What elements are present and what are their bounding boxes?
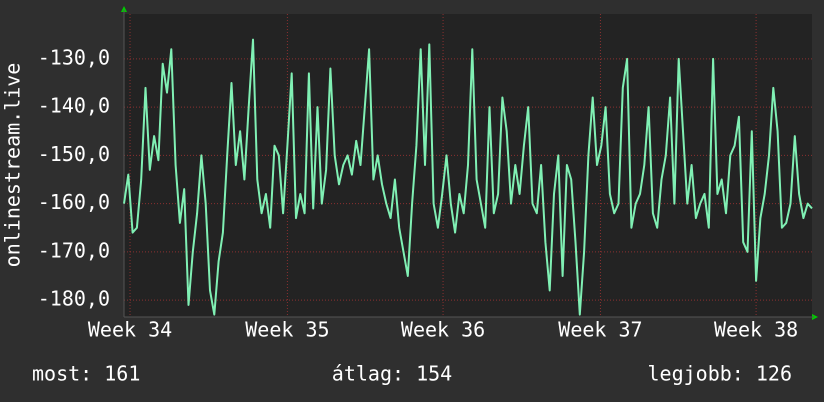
x-tick-label: Week 38 — [714, 318, 798, 342]
y-tick-label: -150,0 — [38, 142, 110, 166]
axis-arrow — [812, 314, 818, 320]
stat-label: átlag: 154 — [332, 362, 452, 386]
y-tick-label: -160,0 — [38, 190, 110, 214]
y-tick-label: -180,0 — [38, 287, 110, 311]
y-tick-label: -170,0 — [38, 238, 110, 262]
x-tick-label: Week 36 — [401, 318, 485, 342]
y-tick-label: -140,0 — [38, 94, 110, 118]
x-tick-label: Week 35 — [245, 318, 329, 342]
data-line — [123, 38, 813, 316]
x-tick-label: Week 34 — [88, 318, 172, 342]
x-tick-label: Week 37 — [558, 318, 642, 342]
y-tick-label: -130,0 — [38, 45, 110, 69]
y-axis-title: onlinestream.live — [1, 63, 25, 268]
stat-label: legjobb: 126 — [648, 362, 793, 386]
axis-arrow — [121, 6, 127, 12]
stat-label: most: 161 — [32, 362, 140, 386]
